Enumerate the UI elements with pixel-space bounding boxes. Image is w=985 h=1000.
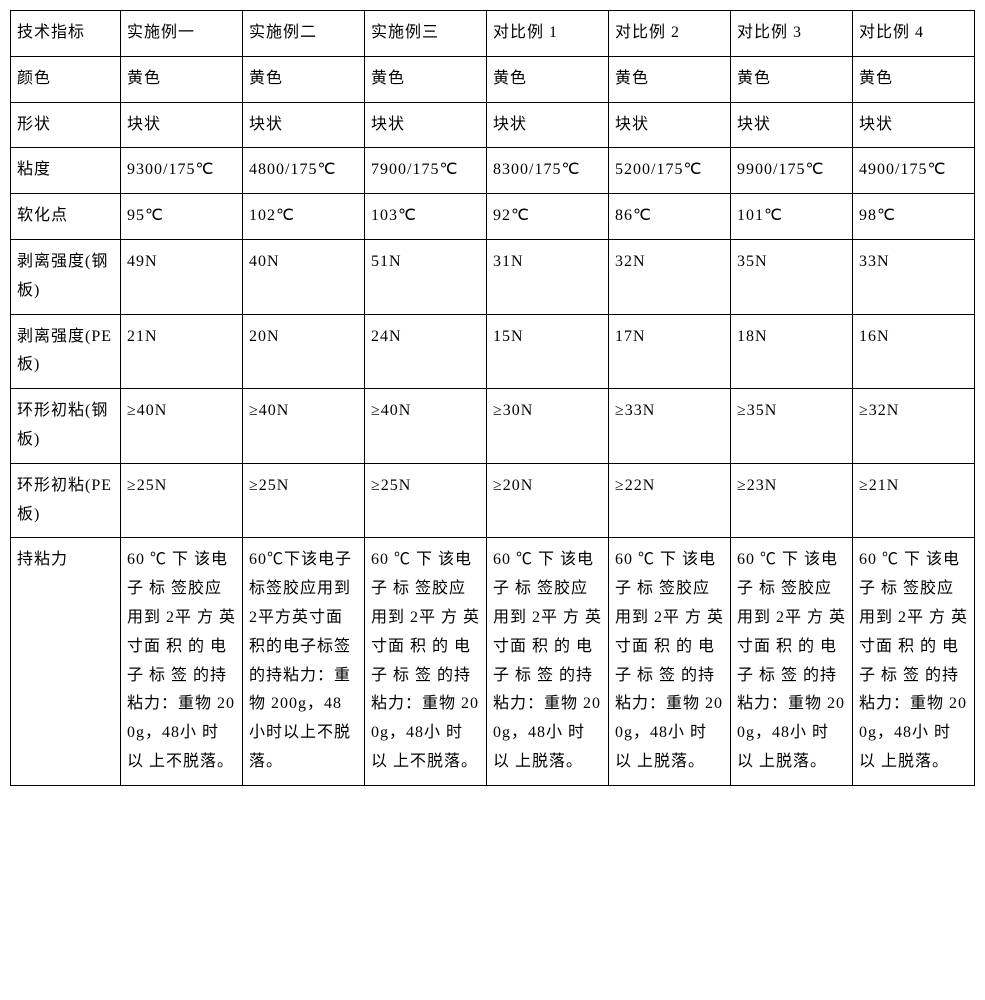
row-label: 粘度 xyxy=(11,148,121,194)
properties-table: 技术指标 实施例一 实施例二 实施例三 对比例 1 对比例 2 对比例 3 对比… xyxy=(10,10,975,786)
cell: 块状 xyxy=(365,102,487,148)
cell: 5200/175℃ xyxy=(609,148,731,194)
row-label: 持粘力 xyxy=(11,538,121,785)
cell: ≥32N xyxy=(853,389,975,464)
cell: 32N xyxy=(609,239,731,314)
cell: 60 ℃ 下 该电 子 标 签胶应用到 2平 方 英 寸面 积 的 电子 标 签… xyxy=(731,538,853,785)
row-label: 剥离强度(钢板) xyxy=(11,239,121,314)
cell: 60℃下该电子标签胶应用到 2平方英寸面积的电子标签的持粘力：重物 200g，4… xyxy=(243,538,365,785)
row-label: 剥离强度(PE板) xyxy=(11,314,121,389)
table-row: 粘度 9300/175℃ 4800/175℃ 7900/175℃ 8300/17… xyxy=(11,148,975,194)
cell: 16N xyxy=(853,314,975,389)
cell: 黄色 xyxy=(731,56,853,102)
cell: 51N xyxy=(365,239,487,314)
col-header: 对比例 1 xyxy=(487,11,609,57)
cell: ≥30N xyxy=(487,389,609,464)
cell: 黄色 xyxy=(121,56,243,102)
cell: ≥35N xyxy=(731,389,853,464)
table-row: 环形初粘(钢板) ≥40N ≥40N ≥40N ≥30N ≥33N ≥35N ≥… xyxy=(11,389,975,464)
cell: 31N xyxy=(487,239,609,314)
cell: 黄色 xyxy=(853,56,975,102)
cell: 黄色 xyxy=(365,56,487,102)
cell: 40N xyxy=(243,239,365,314)
cell: ≥40N xyxy=(121,389,243,464)
cell: ≥23N xyxy=(731,463,853,538)
cell: 黄色 xyxy=(487,56,609,102)
cell: 103℃ xyxy=(365,194,487,240)
cell: 20N xyxy=(243,314,365,389)
cell: 98℃ xyxy=(853,194,975,240)
col-header: 实施例一 xyxy=(121,11,243,57)
row-label: 形状 xyxy=(11,102,121,148)
cell: ≥21N xyxy=(853,463,975,538)
cell: 黄色 xyxy=(243,56,365,102)
cell: 60 ℃ 下 该电 子 标 签胶应用到 2平 方 英 寸面 积 的 电子 标 签… xyxy=(121,538,243,785)
cell: 9300/175℃ xyxy=(121,148,243,194)
cell: 黄色 xyxy=(609,56,731,102)
cell: 60 ℃ 下 该电 子 标 签胶应用到 2平 方 英 寸面 积 的 电子 标 签… xyxy=(365,538,487,785)
col-header: 对比例 4 xyxy=(853,11,975,57)
cell: 33N xyxy=(853,239,975,314)
cell: 块状 xyxy=(243,102,365,148)
row-label: 环形初粘(钢板) xyxy=(11,389,121,464)
cell: 60 ℃ 下 该电 子 标 签胶应用到 2平 方 英 寸面 积 的 电子 标 签… xyxy=(487,538,609,785)
cell: ≥40N xyxy=(365,389,487,464)
cell: ≥40N xyxy=(243,389,365,464)
table-row: 剥离强度(PE板) 21N 20N 24N 15N 17N 18N 16N xyxy=(11,314,975,389)
cell: 101℃ xyxy=(731,194,853,240)
cell: ≥25N xyxy=(365,463,487,538)
table-row: 形状 块状 块状 块状 块状 块状 块状 块状 xyxy=(11,102,975,148)
cell: 块状 xyxy=(731,102,853,148)
cell: 9900/175℃ xyxy=(731,148,853,194)
cell: 35N xyxy=(731,239,853,314)
col-header: 实施例二 xyxy=(243,11,365,57)
table-row: 剥离强度(钢板) 49N 40N 51N 31N 32N 35N 33N xyxy=(11,239,975,314)
cell: 95℃ xyxy=(121,194,243,240)
table-header-row: 技术指标 实施例一 实施例二 实施例三 对比例 1 对比例 2 对比例 3 对比… xyxy=(11,11,975,57)
cell: 块状 xyxy=(609,102,731,148)
table-row: 持粘力 60 ℃ 下 该电 子 标 签胶应用到 2平 方 英 寸面 积 的 电子… xyxy=(11,538,975,785)
table-row: 软化点 95℃ 102℃ 103℃ 92℃ 86℃ 101℃ 98℃ xyxy=(11,194,975,240)
cell: 102℃ xyxy=(243,194,365,240)
cell: 块状 xyxy=(121,102,243,148)
col-header: 实施例三 xyxy=(365,11,487,57)
cell: 15N xyxy=(487,314,609,389)
table-row: 环形初粘(PE板) ≥25N ≥25N ≥25N ≥20N ≥22N ≥23N … xyxy=(11,463,975,538)
table-row: 颜色 黄色 黄色 黄色 黄色 黄色 黄色 黄色 xyxy=(11,56,975,102)
cell: 4900/175℃ xyxy=(853,148,975,194)
cell: 49N xyxy=(121,239,243,314)
cell: 60 ℃ 下 该电 子 标 签胶应用到 2平 方 英 寸面 积 的 电子 标 签… xyxy=(609,538,731,785)
cell: ≥20N xyxy=(487,463,609,538)
cell: ≥22N xyxy=(609,463,731,538)
cell: 8300/175℃ xyxy=(487,148,609,194)
cell: 块状 xyxy=(853,102,975,148)
cell: 24N xyxy=(365,314,487,389)
cell: 17N xyxy=(609,314,731,389)
cell: 86℃ xyxy=(609,194,731,240)
cell: ≥33N xyxy=(609,389,731,464)
col-header: 对比例 3 xyxy=(731,11,853,57)
cell: 7900/175℃ xyxy=(365,148,487,194)
cell: ≥25N xyxy=(243,463,365,538)
col-header: 对比例 2 xyxy=(609,11,731,57)
cell: ≥25N xyxy=(121,463,243,538)
col-header: 技术指标 xyxy=(11,11,121,57)
cell: 92℃ xyxy=(487,194,609,240)
cell: 18N xyxy=(731,314,853,389)
cell: 块状 xyxy=(487,102,609,148)
row-label: 颜色 xyxy=(11,56,121,102)
cell: 4800/175℃ xyxy=(243,148,365,194)
cell: 21N xyxy=(121,314,243,389)
cell: 60 ℃ 下 该电 子 标 签胶应用到 2平 方 英 寸面 积 的 电子 标 签… xyxy=(853,538,975,785)
row-label: 软化点 xyxy=(11,194,121,240)
row-label: 环形初粘(PE板) xyxy=(11,463,121,538)
